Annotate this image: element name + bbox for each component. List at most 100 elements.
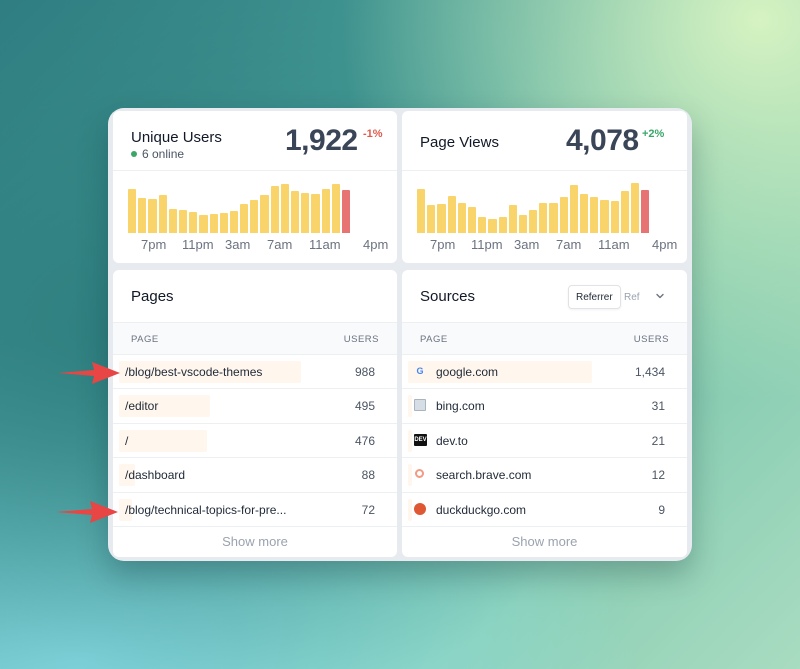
chart-bar bbox=[437, 204, 446, 233]
source-domain[interactable]: search.brave.com bbox=[436, 468, 532, 483]
table-row[interactable]: /editor 495 bbox=[113, 389, 397, 424]
sources-col-users: USERS bbox=[633, 334, 669, 345]
pages-table-body: /blog/best-vscode-themes 988/editor 495 / 47… bbox=[113, 355, 397, 527]
chart-bar bbox=[641, 190, 650, 233]
table-row[interactable]: search.brave.com 12 bbox=[402, 458, 687, 493]
chart-bar bbox=[331, 184, 340, 233]
table-row[interactable]: / 476 bbox=[113, 424, 397, 459]
table-row[interactable]: /blog/best-vscode-themes 988 bbox=[113, 355, 397, 390]
chart-bar bbox=[219, 213, 228, 233]
unique-users-title: Unique Users bbox=[131, 129, 222, 146]
pages-col-page: PAGE bbox=[131, 334, 159, 345]
chart-bar bbox=[478, 216, 487, 233]
table-row[interactable]: /dashboard 88 bbox=[113, 458, 397, 493]
unique-users-value: 1,922 bbox=[285, 124, 358, 157]
chart-bar bbox=[417, 189, 426, 233]
chart-bar bbox=[488, 219, 497, 233]
time-tick-label: 11am bbox=[598, 237, 630, 252]
chart-bar bbox=[529, 209, 538, 233]
analytics-dashboard: Unique Users 6 online 1,922 -1% 7pm 11pm 3… bbox=[108, 108, 692, 561]
chart-bar bbox=[610, 200, 619, 233]
source-domain[interactable]: dev.to bbox=[436, 433, 468, 448]
time-tick-label: 11pm bbox=[471, 237, 503, 252]
sources-show-more-button[interactable]: Show more bbox=[511, 534, 578, 549]
chart-bar bbox=[549, 202, 558, 233]
source-domain[interactable]: google.com bbox=[436, 365, 499, 379]
chart-bar bbox=[178, 209, 188, 233]
chart-bar bbox=[128, 189, 137, 233]
user-count: 476 bbox=[354, 433, 375, 448]
annotation-arrow-icon bbox=[58, 362, 120, 384]
row-share-bar bbox=[408, 361, 592, 383]
row-share-bar bbox=[119, 498, 133, 521]
unique-users-header: Unique Users 6 online 1,922 -1% bbox=[113, 111, 397, 171]
chart-bar bbox=[148, 198, 157, 233]
page-path[interactable]: /dashboard bbox=[125, 468, 186, 483]
google-icon: G bbox=[416, 366, 424, 376]
unique-users-time-axis: 7pm 11pm 3am 7am 11am 4pm bbox=[113, 237, 397, 253]
user-count: 988 bbox=[354, 365, 375, 379]
page-views-header: Page Views 4,078 +2% bbox=[402, 111, 687, 171]
chart-bar bbox=[311, 193, 320, 233]
chart-bar bbox=[600, 199, 609, 233]
chart-bar bbox=[539, 202, 548, 233]
table-row[interactable]: duckduckgo.com 9 bbox=[402, 493, 687, 527]
chart-bar bbox=[590, 196, 599, 233]
page-views-delta: +2% bbox=[642, 128, 665, 140]
chevron-down-icon[interactable] bbox=[654, 290, 666, 302]
page-views-value: 4,078 bbox=[566, 124, 639, 157]
source-domain[interactable]: bing.com bbox=[436, 399, 485, 414]
time-tick-label: 7am bbox=[556, 237, 582, 252]
online-count: 6 online bbox=[142, 147, 185, 161]
page-path[interactable]: /editor bbox=[125, 399, 159, 414]
user-count: 12 bbox=[651, 468, 665, 483]
page-path[interactable]: /blog/technical-topics-for-pre... bbox=[125, 502, 287, 517]
pages-col-users: USERS bbox=[343, 334, 379, 345]
chart-bar bbox=[229, 211, 239, 233]
row-share-bar bbox=[408, 429, 412, 452]
source-domain[interactable]: duckduckgo.com bbox=[436, 502, 527, 517]
unique-users-card: Unique Users 6 online 1,922 -1% 7pm 11pm 3… bbox=[113, 111, 397, 263]
online-indicator: 6 online bbox=[131, 147, 184, 161]
chart-bar bbox=[580, 193, 589, 233]
chart-bar bbox=[168, 208, 177, 233]
row-share-bar bbox=[408, 498, 412, 521]
unique-users-bar-chart bbox=[128, 181, 351, 233]
time-tick-label: 3am bbox=[225, 237, 251, 252]
chart-bar bbox=[260, 194, 269, 233]
chart-bar bbox=[189, 212, 198, 233]
pages-header: Pages bbox=[113, 270, 397, 323]
user-count: 72 bbox=[361, 502, 375, 517]
referrer-tab-button[interactable]: Referrer bbox=[568, 285, 621, 309]
unique-users-delta: -1% bbox=[363, 128, 383, 140]
chart-bar bbox=[291, 190, 300, 233]
user-count: 21 bbox=[651, 433, 665, 448]
chart-bar bbox=[620, 191, 629, 233]
time-tick-label: 7pm bbox=[141, 237, 167, 252]
dev-icon: DEV bbox=[414, 433, 427, 446]
chart-bar bbox=[280, 184, 289, 233]
chart-bar bbox=[209, 213, 218, 233]
chart-bar bbox=[250, 200, 259, 233]
table-row[interactable]: /blog/technical-topics-for-pre... 72 bbox=[113, 493, 397, 527]
page-path[interactable]: / bbox=[125, 433, 129, 448]
page-path[interactable]: /blog/best-vscode-themes bbox=[125, 365, 263, 379]
time-tick-label: 4pm bbox=[363, 237, 389, 252]
row-share-bar bbox=[119, 464, 136, 487]
chart-bar bbox=[569, 185, 578, 233]
chart-bar bbox=[341, 189, 351, 233]
chart-bar bbox=[321, 188, 330, 233]
user-count: 31 bbox=[651, 399, 665, 414]
table-row[interactable]: bing.com 31 bbox=[402, 389, 687, 424]
chart-bar bbox=[518, 214, 528, 233]
ref-tab-button[interactable]: Ref bbox=[624, 291, 640, 303]
pages-title: Pages bbox=[131, 288, 174, 305]
time-tick-label: 11am bbox=[309, 237, 341, 252]
table-row[interactable]: DEV dev.to 21 bbox=[402, 424, 687, 459]
row-share-bar bbox=[119, 361, 301, 383]
annotation-arrow-icon bbox=[56, 501, 118, 523]
row-share-bar bbox=[408, 464, 412, 487]
chart-bar bbox=[270, 186, 279, 233]
pages-show-more-button[interactable]: Show more bbox=[222, 534, 288, 549]
